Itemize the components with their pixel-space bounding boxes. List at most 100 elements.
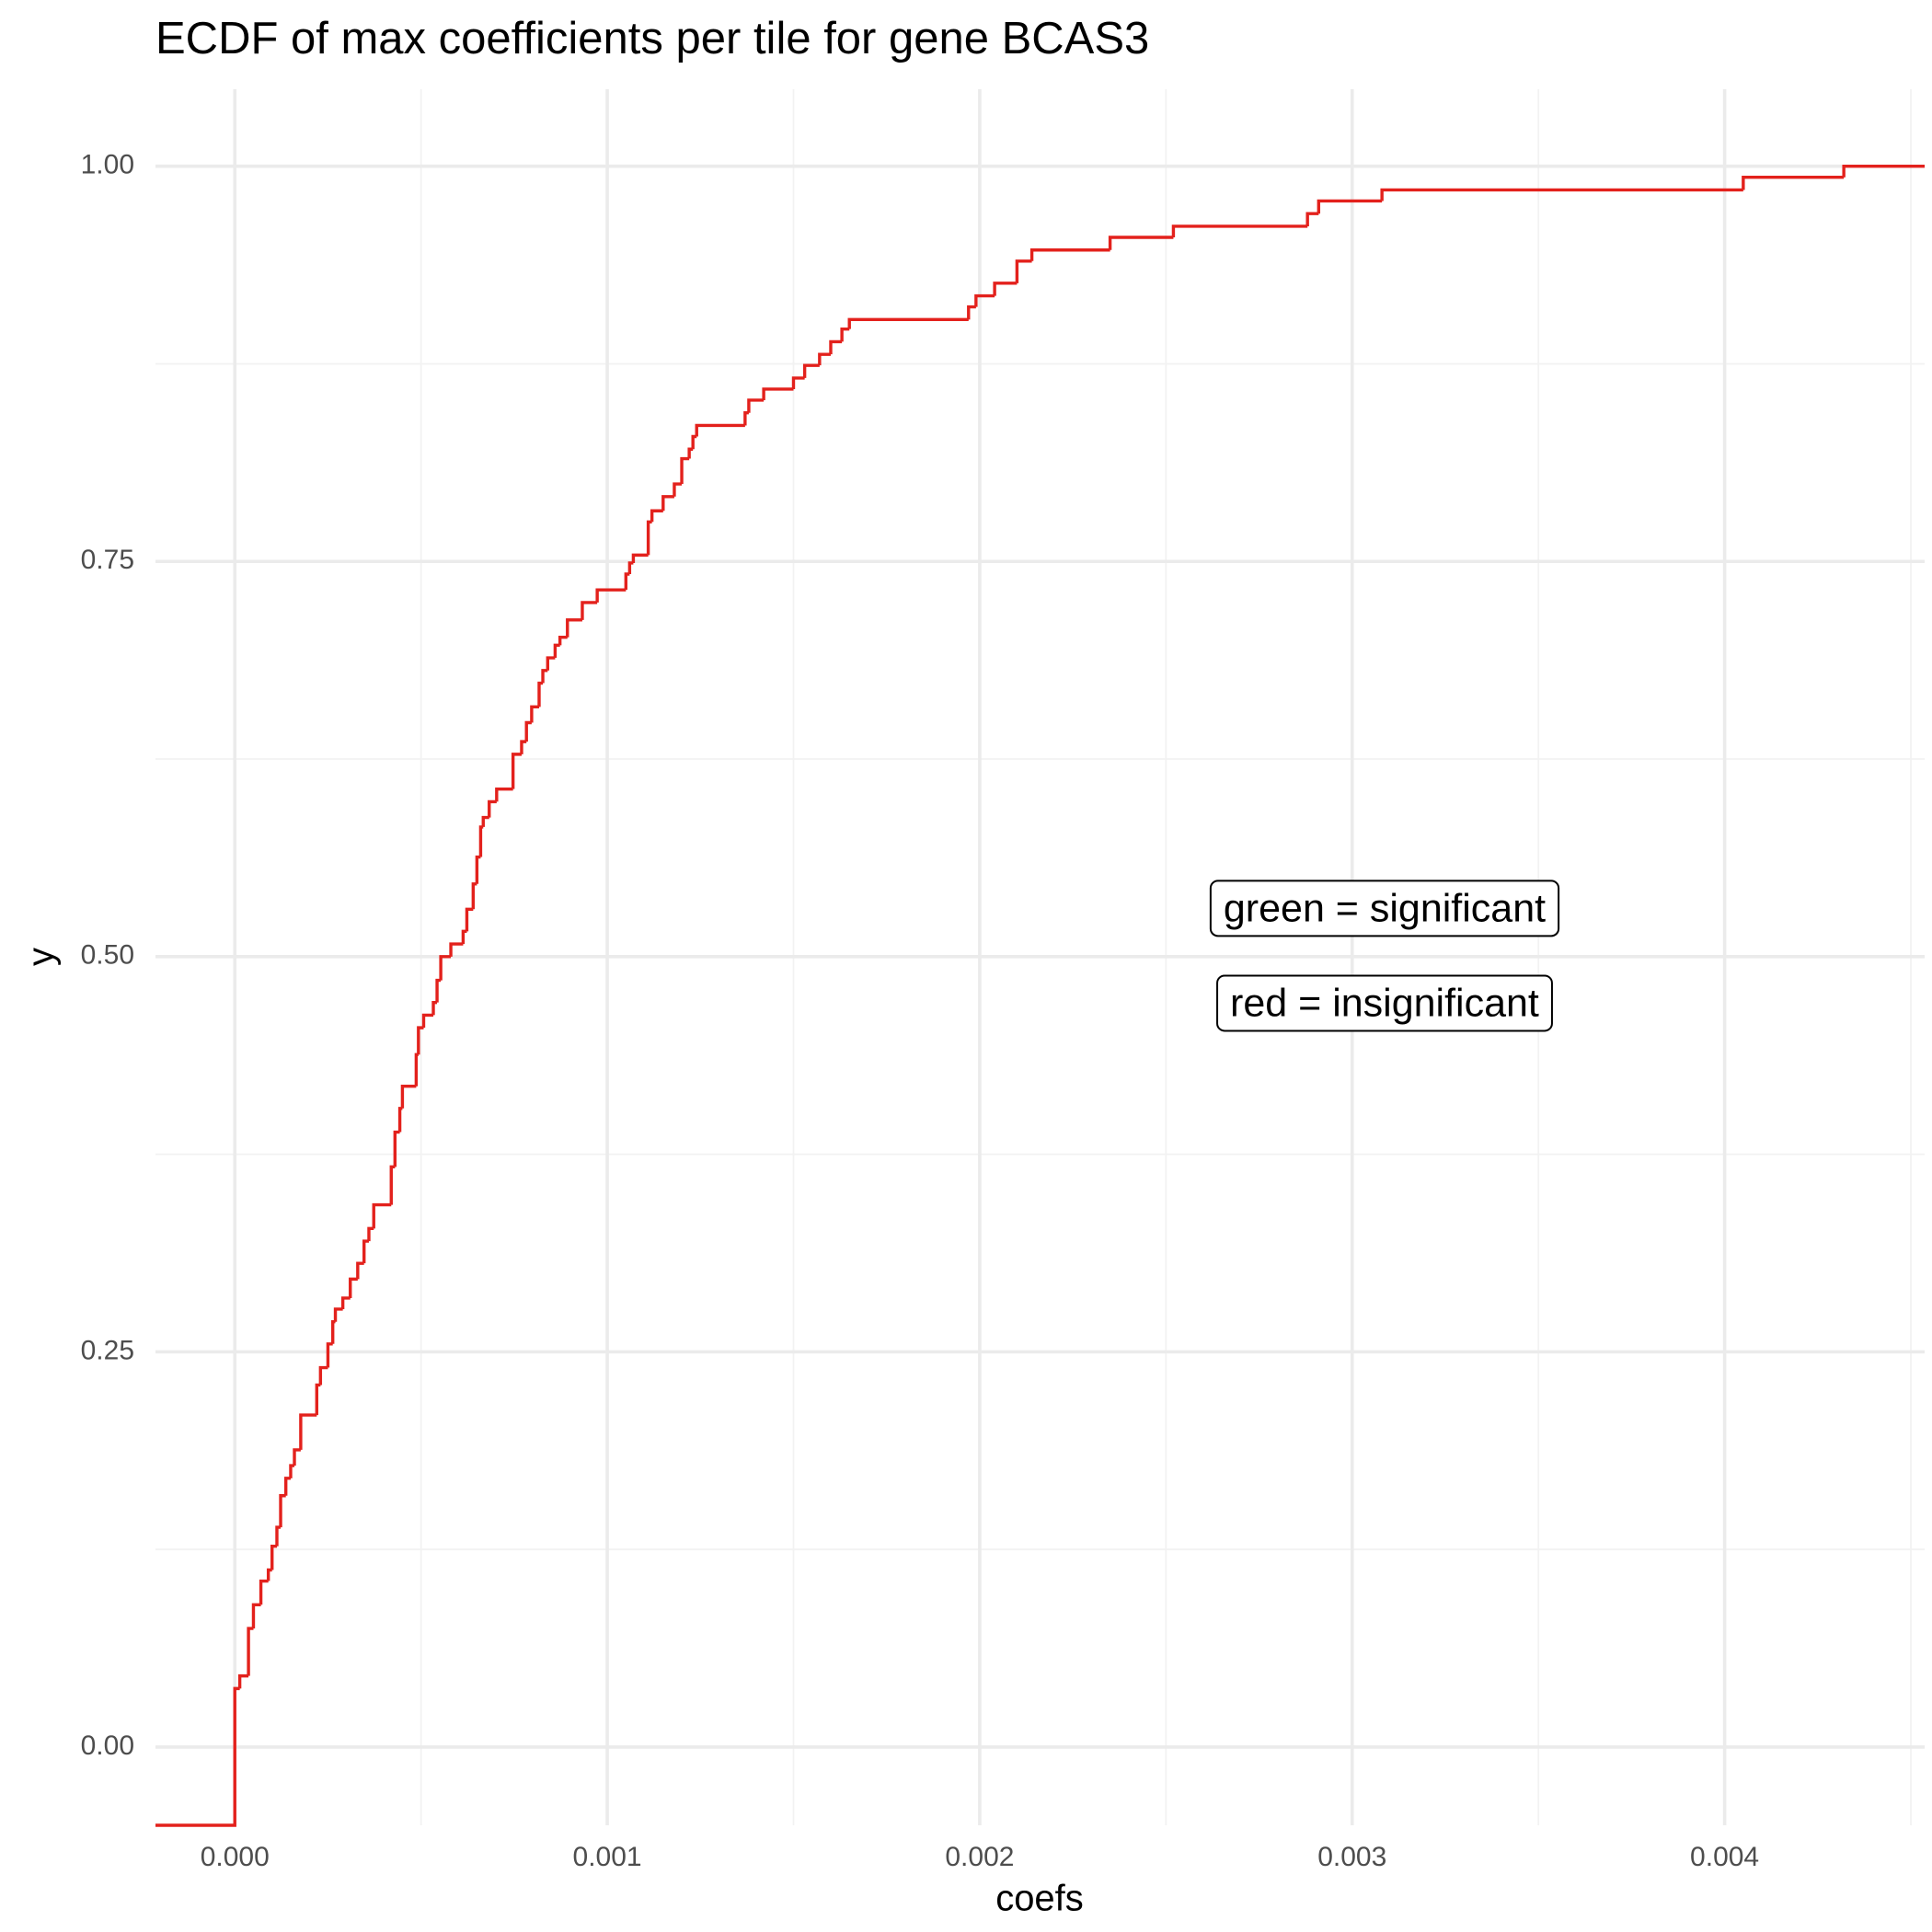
ecdf-step [270,1545,277,1570]
ecdf-step [802,363,820,378]
ecdf-step [275,1525,282,1547]
ecdf-step [449,942,464,957]
ecdf-step [627,561,634,574]
ecdf-step [349,1277,358,1298]
ecdf-step [1305,212,1319,226]
x-axis-title: coefs [995,1879,1084,1919]
ecdf-step [414,1052,419,1087]
ecdf-step [661,495,674,512]
ecdf-step [511,753,522,789]
ecdf-step [1380,188,1743,201]
ecdf-step [673,482,683,497]
ecdf-step [646,520,652,556]
ecdf-step [566,618,582,638]
y-tick-label: 0.25 [81,1335,134,1365]
ecdf-step [524,720,532,742]
x-tick-label: 0.004 [1690,1842,1759,1872]
x-tick-label: 0.001 [573,1842,642,1872]
ecdf-step [247,1627,254,1676]
chart-title: ECDF of max coefficients per tile for ge… [155,14,1149,63]
ecdf-step [847,317,969,329]
ecdf-step [558,636,568,646]
ecdf-step [840,327,850,342]
ecdf-step [389,1165,396,1205]
x-tick-label: 0.000 [201,1842,270,1872]
ecdf-step [478,825,484,857]
y-axis-title: y [21,948,62,966]
ecdf-step [372,1202,392,1229]
ecdf-step [362,1239,369,1264]
annotation-box [1216,974,1553,1032]
ecdf-step [553,643,560,659]
ecdf-step [326,1342,333,1368]
ecdf-step [974,293,995,307]
ecdf-step [237,1673,249,1689]
ecdf-step [393,1130,400,1167]
ecdf-step [762,387,794,400]
ecdf-step [299,1413,317,1450]
ecdf-step [1742,176,1845,190]
ecdf-step [465,907,474,932]
ecdf-step [318,1365,328,1386]
ecdf-step [417,1026,424,1055]
ecdf-step [315,1383,321,1416]
y-tick-label: 1.00 [81,150,134,180]
ecdf-step [259,1579,269,1605]
ecdf-step [1317,199,1383,214]
ecdf-step [283,1477,291,1496]
ecdf-step [818,352,831,366]
ecdf-step [431,1000,438,1016]
ecdf-step [747,398,765,413]
ecdf-step [743,411,749,426]
x-tick-label: 0.003 [1317,1842,1386,1872]
x-tick-label: 0.002 [945,1842,1014,1872]
ecdf-step [1842,164,1925,178]
ecdf-step [495,787,513,802]
ecdf-step [537,681,544,707]
ecdf-step [421,1013,434,1029]
ecdf-step [340,1296,351,1309]
ecdf-step [1108,236,1174,250]
ecdf-step [520,740,527,754]
ecdf-step [488,799,497,818]
ecdf-step [461,929,467,945]
ecdf-step [624,572,630,591]
y-tick-label: 0.50 [81,940,134,971]
ecdf-step [695,423,745,437]
ecdf-step [279,1494,286,1528]
ecdf-step [1015,259,1032,283]
ecdf-step [289,1464,295,1478]
ecdf-step [1171,224,1308,238]
ecdf-step [475,855,481,884]
ecdf-step [1029,248,1110,261]
ecdf-step [435,978,442,1003]
ecdf-step [471,882,477,910]
ecdf-step [541,669,548,684]
ecdf-step [481,815,489,827]
annotation-text: red = insignificant [1230,981,1539,1025]
annotation-box [1209,880,1560,937]
ecdf-step [993,282,1018,296]
ecdf-step [356,1261,364,1280]
ecdf-step [293,1448,301,1466]
ecdf-step [595,588,627,603]
ecdf-step [251,1603,261,1629]
ecdf-step [400,1085,417,1109]
ecdf-step [680,456,690,485]
ecdf-step [397,1107,403,1133]
ecdf-step [631,553,649,563]
ecdf-step [266,1568,272,1581]
ecdf-step [331,1320,336,1344]
ecdf-step [581,601,598,620]
ecdf-step [546,656,556,671]
annotation-text: green = significant [1224,886,1546,930]
ecdf-step [439,955,452,981]
y-tick-label: 0.00 [81,1731,134,1761]
ecdf-step [791,376,805,389]
ecdf-step [691,434,697,450]
ecdf-step [367,1226,374,1242]
ecdf-step [530,705,539,723]
ecdf-step [155,1686,240,1827]
ecdf-step [967,305,976,320]
